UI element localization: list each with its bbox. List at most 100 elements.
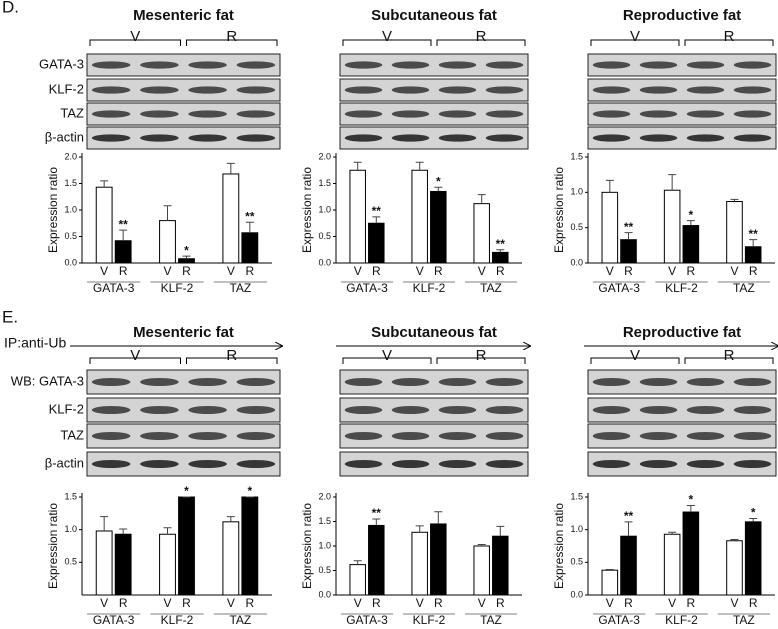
- error-bar: [668, 531, 677, 535]
- bar: [95, 530, 113, 596]
- x-tick-label: TAZ: [229, 281, 251, 295]
- bar: [620, 239, 637, 264]
- y-tick-label: 0.0: [570, 589, 583, 599]
- y-tick-label: 2.0: [318, 491, 331, 501]
- blot-title: Reproductive fat: [623, 7, 741, 24]
- series-label: V: [606, 596, 614, 610]
- series-label: V: [730, 596, 738, 610]
- y-tick-label: 0.0: [318, 589, 331, 599]
- x-tick-label: GATA-3: [93, 613, 135, 627]
- x-tick-label: KLF-2: [161, 613, 194, 627]
- y-tick-label: 0.5: [570, 222, 583, 232]
- blot-band: [188, 378, 227, 386]
- blot-band: [344, 86, 383, 94]
- y-tick-label: 1.5: [64, 491, 77, 501]
- significance: *: [689, 493, 694, 507]
- blot-band: [485, 61, 524, 69]
- significance: **: [749, 227, 759, 241]
- error-bar: [353, 161, 362, 171]
- bar: [241, 496, 259, 596]
- x-tick-label: TAZ: [733, 613, 755, 627]
- blot-band: [733, 86, 772, 94]
- bar: [178, 496, 195, 596]
- blot-band: [236, 134, 276, 142]
- bar: [682, 511, 700, 596]
- blot-band: [485, 378, 524, 386]
- x-tick-label: KLF-2: [665, 613, 698, 627]
- blot-band: [639, 378, 678, 386]
- blot-strip: [86, 126, 281, 150]
- group-label: V: [382, 28, 392, 45]
- group-label: V: [130, 347, 140, 364]
- blot-band: [592, 432, 631, 440]
- error-bar: [119, 528, 128, 535]
- blot-band: [188, 86, 227, 94]
- blot-strip: [339, 102, 529, 126]
- x-tick-label: KLF-2: [413, 281, 446, 295]
- blot-band: [485, 110, 524, 118]
- error-bar: [730, 198, 739, 202]
- bar: [114, 240, 132, 264]
- y-tick-label: 0.5: [64, 231, 77, 241]
- y-tick-label: 1.5: [64, 178, 77, 188]
- significance: *: [247, 484, 252, 498]
- series-label: V: [354, 596, 362, 610]
- x-tick-label: GATA-3: [346, 613, 388, 627]
- blot-band: [639, 86, 678, 94]
- x-tick-label: TAZ: [480, 281, 502, 295]
- y-tick-label: 1.0: [570, 187, 583, 197]
- y-tick-label: 1.5: [318, 516, 331, 526]
- series-label: V: [100, 264, 108, 278]
- blot-band: [236, 432, 276, 440]
- blot-strip: [339, 126, 529, 150]
- y-axis-label: Expression ratio: [300, 167, 314, 253]
- significance: **: [372, 204, 382, 218]
- row-label: TAZ: [60, 427, 84, 442]
- blot-band: [686, 110, 725, 118]
- x-tick-label: TAZ: [733, 281, 755, 295]
- blot-band: [391, 134, 430, 142]
- bar: [95, 186, 113, 264]
- bar: [663, 533, 681, 596]
- blot-band: [639, 432, 678, 440]
- row-label: KLF-2: [49, 81, 84, 96]
- ip-label: IP:anti-Ub: [4, 335, 66, 351]
- bar: [492, 535, 509, 596]
- bar: [368, 222, 385, 264]
- significance: **: [372, 506, 382, 520]
- series-label: V: [478, 596, 486, 610]
- y-tick-label: 1.0: [64, 524, 77, 534]
- blot-band: [485, 432, 524, 440]
- blot-band: [438, 406, 477, 414]
- group-label: V: [630, 28, 640, 45]
- blot-band: [188, 460, 227, 468]
- row-label: KLF-2: [49, 401, 84, 416]
- row-label: WB: GATA-3: [11, 373, 84, 388]
- blot-band: [639, 460, 678, 468]
- blot-band: [639, 110, 678, 118]
- bar: [114, 533, 132, 596]
- bar: [620, 535, 637, 596]
- bar: [368, 524, 385, 596]
- series-label: R: [749, 264, 758, 278]
- error-bar: [163, 527, 172, 535]
- x-tick-label: KLF-2: [161, 281, 194, 295]
- y-tick-label: 0.0: [570, 257, 583, 267]
- y-tick-label: 0.0: [318, 257, 331, 267]
- error-bar: [668, 174, 677, 191]
- error-bar: [624, 521, 633, 537]
- bar: [178, 258, 195, 264]
- bar: [744, 521, 762, 596]
- blot-band: [391, 110, 430, 118]
- blot-band: [639, 134, 678, 142]
- series-label: R: [245, 596, 254, 610]
- significance: *: [184, 243, 189, 257]
- blot-title: Mesenteric fat: [133, 7, 234, 24]
- group-bracket: [342, 39, 432, 46]
- error-bar: [434, 186, 443, 192]
- blot-band: [592, 61, 631, 69]
- significance: *: [184, 484, 189, 498]
- blot-band: [438, 378, 477, 386]
- bar: [492, 251, 509, 264]
- blot-band: [686, 406, 725, 414]
